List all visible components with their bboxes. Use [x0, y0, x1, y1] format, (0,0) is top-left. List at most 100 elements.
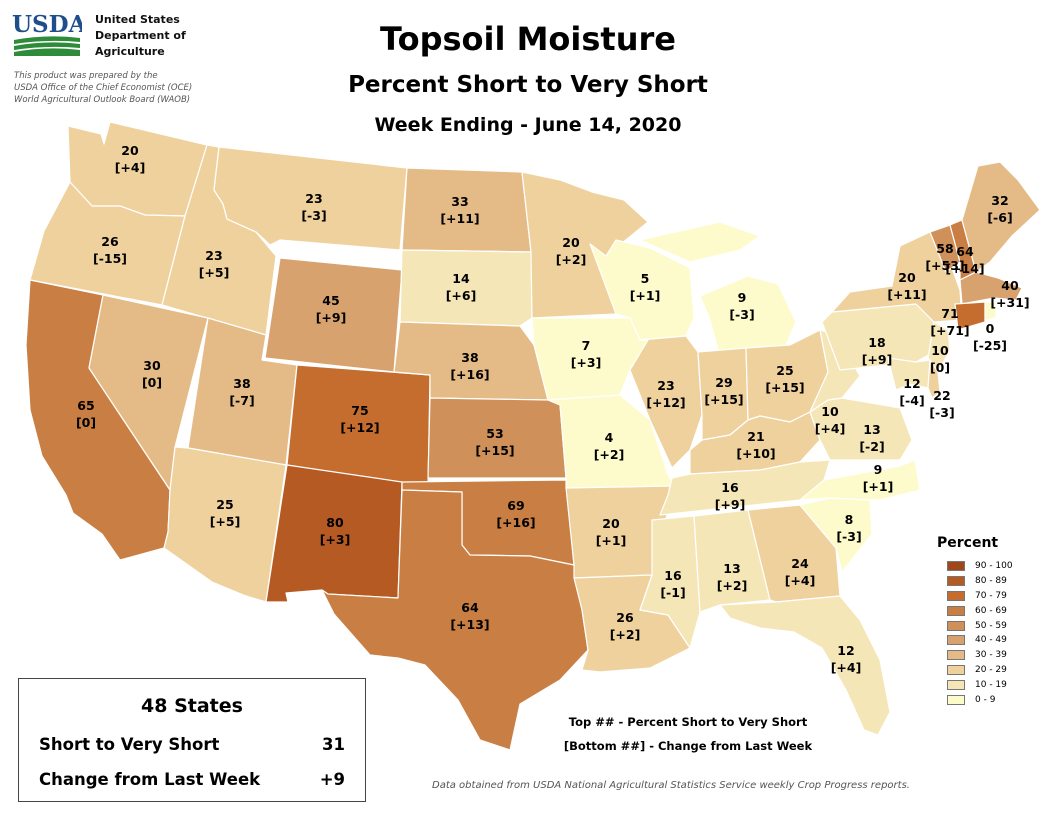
state-change-md: [-4] — [899, 393, 924, 408]
legend-row: 0 - 9 — [925, 692, 1045, 707]
legend-label: 70 - 79 — [975, 590, 1007, 601]
state-value-ri: 0 — [986, 321, 995, 336]
legend-row: 10 - 19 — [925, 677, 1045, 692]
state-value-me: 32 — [991, 193, 1008, 208]
state-change-ky: [+10] — [736, 446, 775, 461]
state-value-or: 26 — [101, 234, 119, 249]
state-value-ga: 24 — [791, 556, 809, 571]
summary-box: 48 States Short to Very Short 31 Change … — [18, 678, 366, 802]
state-value-nv: 30 — [143, 358, 161, 373]
state-value-mo: 4 — [605, 430, 614, 445]
state-value-nc: 9 — [874, 462, 883, 477]
summary-change-value: +9 — [319, 770, 345, 789]
state-de — [927, 359, 941, 399]
state-change-ut: [-7] — [229, 393, 254, 408]
agency-name: United States Department of Agriculture — [95, 12, 186, 60]
label-key-note: Top ## - Percent Short to Very Short [Bo… — [528, 710, 848, 758]
state-change-co: [+12] — [340, 420, 379, 435]
state-value-ia: 7 — [582, 338, 591, 353]
state-ri — [984, 301, 997, 321]
legend-row: 90 - 100 — [925, 559, 1045, 574]
state-change-in: [+15] — [704, 392, 743, 407]
legend-label: 20 - 29 — [975, 664, 1007, 675]
state-change-mn: [+2] — [556, 252, 587, 267]
state-value-ok: 69 — [507, 498, 524, 513]
usda-logo: USDA — [12, 11, 82, 56]
state-change-ma: [+31] — [990, 295, 1029, 310]
state-change-mo: [+2] — [594, 447, 625, 462]
state-change-de: [-3] — [929, 405, 954, 420]
state-change-nh: [+14] — [945, 261, 984, 276]
state-change-ms: [-1] — [660, 585, 685, 600]
legend-label: 90 - 100 — [975, 561, 1013, 572]
state-change-me: [-6] — [987, 210, 1012, 225]
legend-swatch — [947, 650, 965, 661]
legend-swatch — [947, 694, 965, 705]
state-value-al: 13 — [723, 561, 740, 576]
summary-short-value: 31 — [322, 735, 345, 754]
state-wi — [589, 239, 695, 341]
state-value-oh: 25 — [776, 363, 793, 378]
svg-text:USDA: USDA — [12, 11, 82, 38]
agency-line-2: Department of — [95, 29, 186, 42]
state-fl — [719, 595, 891, 736]
legend-swatch — [947, 664, 965, 675]
state-value-fl: 12 — [837, 643, 854, 658]
legend-label: 30 - 39 — [975, 650, 1007, 661]
state-value-ks: 53 — [486, 426, 503, 441]
state-sd — [399, 249, 533, 327]
state-change-ri: [-25] — [973, 338, 1007, 353]
state-value-nj: 10 — [931, 343, 949, 358]
legend-row: 30 - 39 — [925, 648, 1045, 663]
state-change-tn: [+9] — [715, 497, 746, 512]
state-change-ne: [+16] — [450, 367, 489, 382]
state-value-ne: 38 — [461, 350, 478, 365]
prepared-line-1: This product was prepared by the — [14, 71, 158, 81]
legend-row: 20 - 29 — [925, 663, 1045, 678]
summary-row-short: Short to Very Short 31 — [39, 735, 345, 754]
legend-label: 80 - 89 — [975, 576, 1007, 587]
state-change-ct: [+71] — [930, 323, 969, 338]
summary-change-label: Change from Last Week — [39, 770, 261, 789]
state-value-id: 23 — [205, 248, 222, 263]
state-change-ok: [+16] — [496, 515, 535, 530]
state-value-az: 25 — [216, 497, 233, 512]
legend-row: 50 - 59 — [925, 618, 1045, 633]
note-bottom: [Bottom ##] - Change from Last Week — [563, 739, 813, 753]
state-me — [961, 161, 1041, 273]
state-value-mt: 23 — [305, 191, 322, 206]
legend-row: 60 - 69 — [925, 603, 1045, 618]
state-value-va: 13 — [863, 422, 880, 437]
summary-short-label: Short to Very Short — [39, 735, 220, 754]
state-value-ky: 21 — [747, 429, 764, 444]
state-value-mi: 9 — [738, 290, 747, 305]
state-change-ny: [+11] — [887, 287, 926, 302]
state-change-wa: [+4] — [115, 160, 146, 175]
state-change-nc: [+1] — [863, 479, 894, 494]
state-value-tx: 64 — [461, 600, 479, 615]
state-change-oh: [+15] — [765, 380, 804, 395]
state-value-wa: 20 — [121, 143, 139, 158]
state-change-id: [+5] — [199, 265, 230, 280]
state-change-vt: [+53] — [925, 258, 964, 273]
state-value-ca: 65 — [77, 398, 94, 413]
state-value-wi: 5 — [641, 271, 650, 286]
state-change-wv: [+4] — [815, 421, 846, 436]
state-change-ca: [0] — [76, 415, 96, 430]
legend-swatch — [947, 620, 965, 631]
legend-swatch — [947, 561, 965, 572]
state-value-in: 29 — [715, 375, 732, 390]
state-il — [629, 335, 703, 469]
state-change-mi: [-3] — [729, 307, 754, 322]
state-change-al: [+2] — [717, 578, 748, 593]
legend-row: 70 - 79 — [925, 589, 1045, 604]
map-title: Topsoil Moisture — [380, 20, 676, 58]
state-value-la: 26 — [616, 610, 634, 625]
agency-line-1: United States — [95, 13, 180, 26]
state-value-sd: 14 — [452, 271, 470, 286]
agency-line-3: Agriculture — [95, 45, 165, 58]
state-change-sc: [-3] — [836, 529, 861, 544]
state-nj — [927, 321, 951, 373]
state-value-ms: 16 — [664, 568, 682, 583]
state-change-il: [+12] — [646, 395, 685, 410]
